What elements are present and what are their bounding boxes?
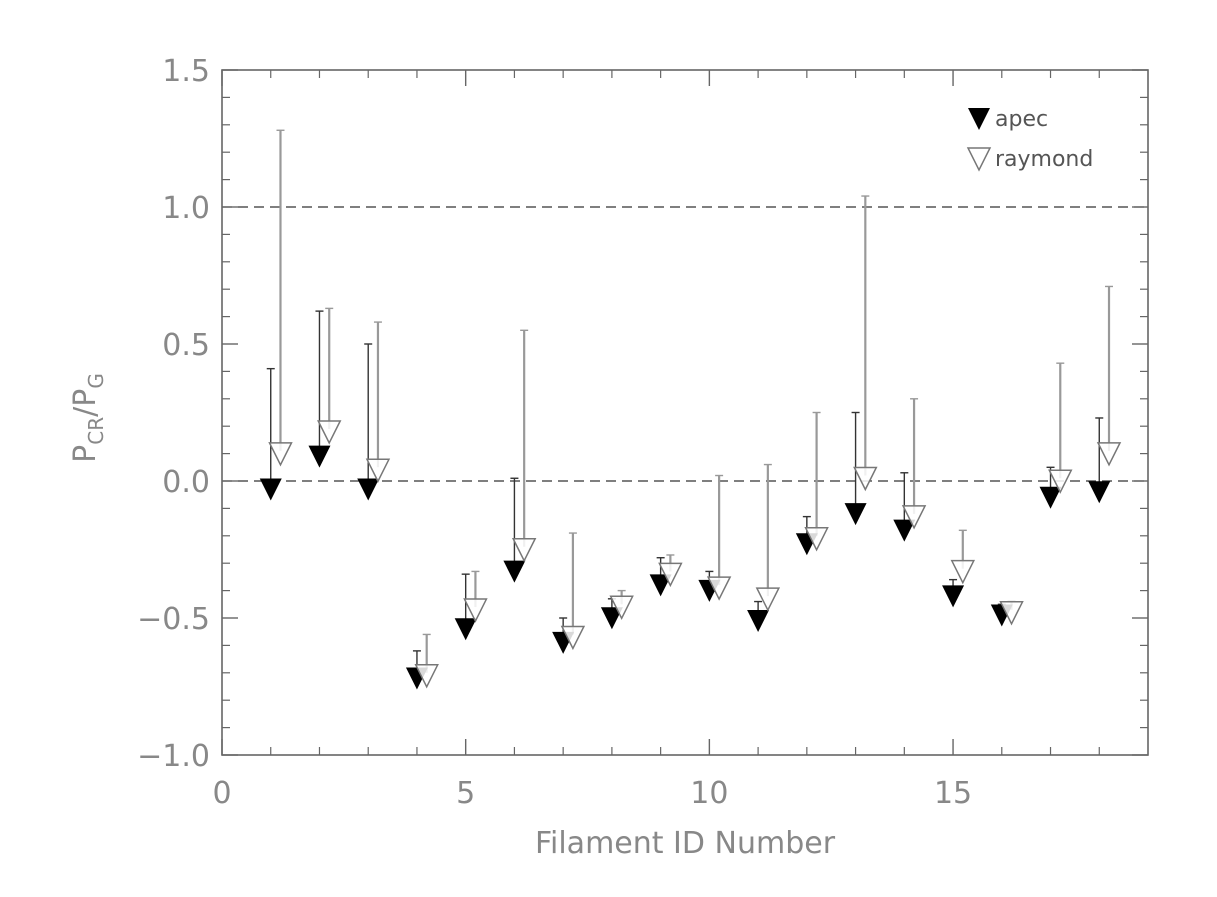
raymond-point [560,625,586,651]
apec-point [844,503,867,526]
apec-point [357,478,380,501]
legend-raymond-marker [966,147,992,172]
y-tick-labels: −1.0 −0.5 0.0 0.5 1.0 1.5 [137,54,210,774]
raymond-point [999,601,1024,626]
raymond-point [853,466,878,492]
y-axis-title-sub1: CR [84,417,108,445]
plot-frame [221,69,1149,756]
raymond-point [414,664,439,689]
x-tick-labels: 0 5 10 15 [212,776,972,811]
raymond-point [365,458,391,483]
apec-point [893,519,916,542]
raymond-point [317,420,342,445]
raymond-point [511,538,537,563]
y-axis-title: PCR/PG [68,373,108,463]
reference-lines [222,206,1148,482]
raymond-point [706,576,732,601]
apec-point [1039,486,1062,509]
x-tick-label: 0 [212,776,231,811]
apec-point [600,607,623,630]
legend-raymond-label: raymond [995,147,1093,172]
y-axis-title-main: P [68,445,103,463]
raymond-point [609,595,634,620]
raymond-point [804,527,829,552]
raymond-point [1096,442,1122,467]
y-axis-title-sep: /P [68,389,103,417]
legend-apec-marker [968,108,990,130]
x-tick-label: 15 [934,776,972,811]
legend: apec raymond [966,107,1093,172]
raymond-point [901,505,927,530]
y-tick-label: 1.5 [162,54,210,89]
apec-point [308,445,331,468]
x-tick-label: 5 [456,776,475,811]
raymond-point [463,598,488,623]
apec-point [454,618,477,641]
raymond-point [755,587,781,612]
y-axis-title-sub2: G [84,373,108,389]
y-tick-label: 1.0 [162,191,210,226]
apec-point [649,574,672,597]
legend-apec-label: apec [995,107,1048,132]
y-tick-label: −0.5 [137,602,210,637]
apec-point [942,585,965,608]
raymond-point [1048,469,1073,494]
apec-point [747,610,770,632]
apec-point [1088,481,1111,504]
apec-point [259,478,282,501]
data-markers [259,420,1122,690]
raymond-point [658,562,683,588]
y-tick-label: 0.0 [162,465,210,500]
y-tick-label: 0.5 [162,328,210,363]
y-tick-label: −1.0 [137,739,210,774]
minor-ticks [222,70,1148,755]
x-axis-title: Filament ID Number [535,826,836,861]
raymond-point [268,442,293,467]
raymond-point [950,559,976,585]
x-tick-label: 10 [690,776,728,811]
apec-point [503,560,526,583]
